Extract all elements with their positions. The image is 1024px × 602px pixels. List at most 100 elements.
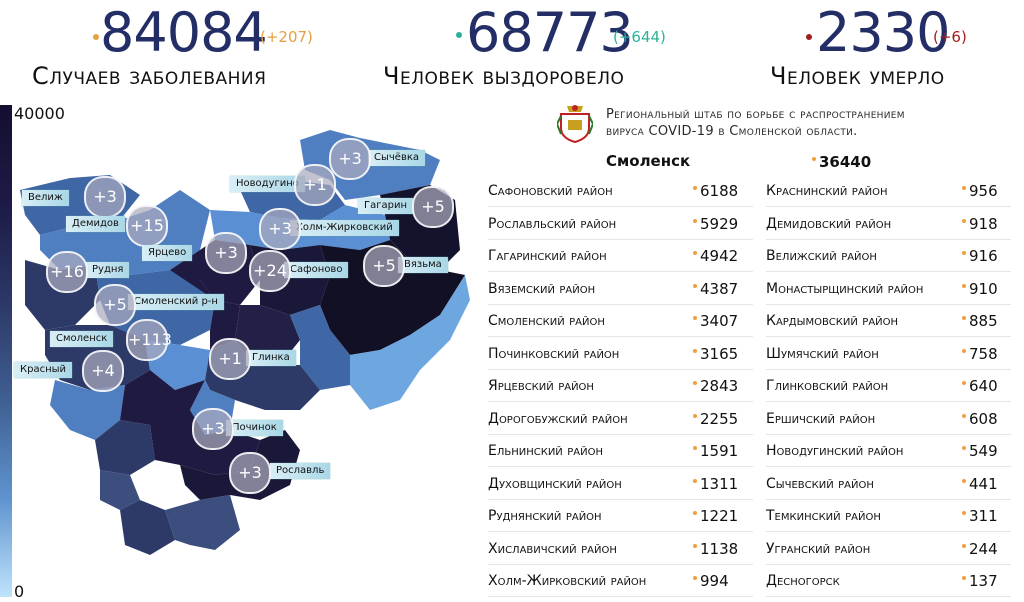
district-name: Духовщинский район — [488, 476, 622, 492]
hq-title: Региональный штаб по борьбе с распростра… — [606, 106, 905, 140]
map-district-temkino — [290, 305, 350, 390]
row-divider — [766, 336, 1011, 337]
district-name: Рославльский район — [488, 216, 617, 232]
map-bubble-rudnya: +16 — [46, 251, 88, 293]
map-label-glinka: Глинка — [246, 350, 296, 366]
district-value: 758 — [962, 339, 998, 369]
map-label-pochinok: Починок — [226, 420, 283, 436]
map-label-vyazma: Вязьма — [398, 257, 448, 273]
stat-recovered: 68773 (+644) Человек выздоровело — [350, 0, 690, 100]
legend-max: 40000 — [14, 104, 65, 123]
deaths-dot-icon — [806, 34, 812, 40]
district-value: 3165 — [693, 339, 738, 369]
map-district-monastyrshchina — [95, 420, 155, 475]
cases-value: 84084 — [100, 1, 268, 64]
row-divider — [766, 499, 1011, 500]
map-label-sychevka: Сычёвка — [368, 150, 425, 166]
district-name: Ельнинский район — [488, 443, 603, 459]
district-value: 916 — [962, 241, 998, 271]
map-bubble-roslavl: +3 — [229, 452, 271, 494]
map-district-pochinok — [120, 370, 260, 475]
map-label-novodugino: Новодугино — [230, 176, 305, 192]
map-label-rudnya: Рудня — [86, 262, 130, 278]
map-district-yartsevo — [170, 250, 240, 350]
district-value: 1311 — [693, 469, 738, 499]
district-value: 311 — [962, 501, 998, 531]
map-label-krasny: Красный — [14, 362, 73, 378]
map-bubble-novodugino: +1 — [294, 164, 336, 206]
map-bubble-safonovo: +24 — [249, 250, 291, 292]
legend-min: 0 — [14, 582, 25, 601]
map-bubble-glinka: +1 — [209, 338, 251, 380]
map-label-smolensk: Смоленск — [50, 331, 114, 347]
stat-cases: 84084 (+207) Случаев заболевания — [0, 0, 340, 100]
map-label-demidov: Демидов — [66, 216, 125, 232]
district-value: 910 — [962, 274, 998, 304]
district-name: Сафоновский район — [488, 183, 613, 199]
row-divider — [488, 239, 753, 240]
row-divider — [488, 304, 753, 305]
cases-delta: (+207) — [260, 28, 313, 46]
city-value: 36440 — [812, 147, 871, 177]
district-value: 1591 — [693, 436, 738, 466]
map-bubble-smolensk: +113 — [126, 319, 172, 361]
stat-deaths: 2330 (+6) Человек умерло — [740, 0, 1024, 100]
deaths-delta: (+6) — [933, 28, 967, 46]
map-bubble-velizh: +3 — [84, 176, 126, 218]
district-name: Краснинский район — [766, 183, 888, 199]
district-value: 4387 — [693, 274, 738, 304]
district-name: Холм-Жирковский район — [488, 573, 647, 589]
row-divider — [766, 434, 1011, 435]
row-divider — [766, 369, 1011, 370]
map-label-yartsevo: Ярцево — [142, 245, 193, 261]
district-name: Монастырщинский район — [766, 281, 924, 297]
map-bubble-smolensk-rn: +5 — [94, 284, 136, 326]
map-district-krasny — [50, 380, 125, 440]
row-divider — [766, 304, 1011, 305]
map-label-safonovo: Сафоново — [284, 262, 349, 278]
deaths-value: 2330 — [816, 1, 950, 64]
map-bubble-kholm: +3 — [259, 208, 301, 250]
district-value: 918 — [962, 209, 998, 239]
map-label-smolensk-rn: Смоленский р-н — [128, 294, 224, 310]
map-label-kholm: Холм-Жирковский — [290, 220, 399, 236]
district-value: 137 — [962, 566, 998, 596]
recovered-dot-icon — [456, 32, 462, 38]
row-divider — [766, 206, 1011, 207]
district-value: 608 — [962, 404, 998, 434]
map-bubble-krasny: +4 — [82, 350, 124, 392]
district-value: 441 — [962, 469, 998, 499]
map-district-ugra — [350, 275, 470, 410]
district-name: Новодугинский район — [766, 443, 904, 459]
district-value: 3407 — [693, 306, 738, 336]
row-divider — [488, 466, 753, 467]
district-name: Шумячский район — [766, 346, 879, 362]
row-divider — [766, 531, 1011, 532]
district-value: 1221 — [693, 501, 738, 531]
district-name: Ярцевский район — [488, 378, 594, 394]
district-value: 5929 — [693, 209, 738, 239]
row-divider — [766, 466, 1011, 467]
district-name: Руднянский район — [488, 508, 602, 524]
recovered-label: Человек выздоровело — [383, 62, 625, 90]
district-value: 244 — [962, 534, 998, 564]
row-divider — [766, 564, 1011, 565]
district-name: Кардымовский район — [766, 313, 899, 329]
district-value: 1138 — [693, 534, 738, 564]
row-divider — [488, 271, 753, 272]
row-divider — [766, 271, 1011, 272]
district-name: Починковский район — [488, 346, 620, 362]
district-name: Демидовский район — [766, 216, 892, 232]
smolensk-coat-of-arms-icon — [557, 105, 593, 144]
deaths-label: Человек умерло — [770, 62, 945, 90]
map-district-khislavichi — [100, 470, 140, 510]
row-divider — [488, 564, 753, 565]
hq-title-line2: вируса COVID-19 в Смоленской области. — [606, 124, 858, 139]
district-value: 6188 — [693, 176, 738, 206]
district-name: Вяземский район — [488, 281, 596, 297]
district-value: 885 — [962, 306, 998, 336]
row-divider — [488, 499, 753, 500]
cases-dot-icon — [93, 34, 99, 40]
district-value: 640 — [962, 371, 998, 401]
color-scale-legend — [0, 105, 12, 597]
